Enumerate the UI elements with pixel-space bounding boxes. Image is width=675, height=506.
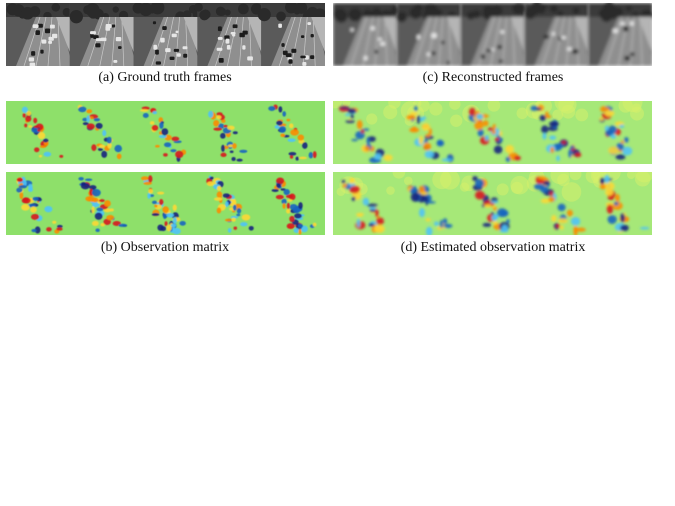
frame [460, 3, 527, 66]
estimated-observation-matrix-row-2 [333, 172, 652, 235]
ground-truth-frames-image [6, 3, 325, 66]
reconstructed-frames-image [333, 3, 652, 66]
frame [132, 3, 199, 66]
caption-d: (d) Estimated observation matrix [400, 240, 586, 255]
frame [396, 3, 462, 66]
frame [6, 3, 71, 66]
observation-matrix-row-1 [6, 101, 325, 164]
caption-a: (a) Ground truth frames [98, 70, 232, 85]
caption-b: (b) Observation matrix [100, 240, 230, 255]
frame [257, 3, 325, 66]
observation-matrix-row-2 [6, 172, 325, 235]
estimated-observation-matrix-row-1 [333, 101, 652, 164]
observation-matrix-heatmap-2 [6, 172, 325, 235]
frame [194, 3, 263, 66]
frame [333, 3, 400, 66]
estimated-observation-heatmap-1 [333, 101, 652, 164]
reconstructed-frames-strip [333, 3, 652, 66]
frame [69, 3, 135, 66]
ground-truth-frames-strip [6, 3, 325, 66]
frame [588, 3, 652, 66]
estimated-observation-heatmap-2 [333, 172, 652, 235]
frame [524, 3, 589, 66]
observation-matrix-heatmap-1 [6, 101, 325, 164]
caption-c: (c) Reconstructed frames [422, 70, 564, 85]
